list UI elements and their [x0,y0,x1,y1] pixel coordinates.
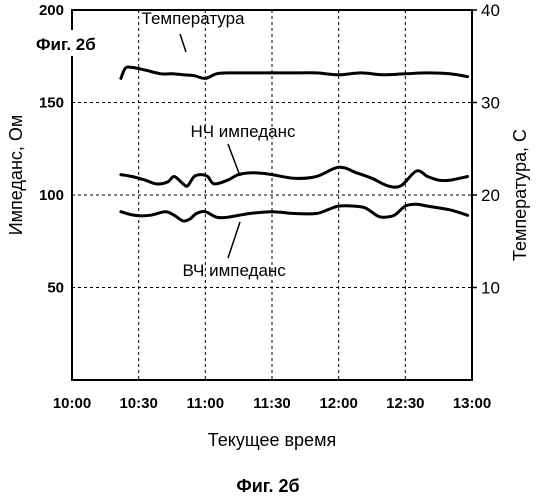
right-y-tick-label: 30 [481,94,500,113]
y-axis-label: Импеданс, Ом [6,115,26,236]
annotations: Температура НЧ импеданс ВЧ импеданс [142,9,296,280]
right-y-axis-label: Температура, С [510,129,530,261]
x-tick-label: 10:00 [53,395,91,412]
x-tick-label: 11:30 [253,395,291,412]
annotation-leader-line [228,222,240,258]
y-tick-label: 200 [39,2,64,19]
right-y-tick-label: 40 [481,1,500,20]
annotation-leader-line [228,144,240,176]
x-tick-label: 10:30 [119,395,157,412]
series-annotation: ВЧ импеданс [182,261,286,280]
right-y-axis: 10 20 30 40 [472,1,500,298]
x-tick-label: 12:00 [319,395,357,412]
series-line-hf-impedance [121,204,468,221]
series-annotation: Температура [142,9,246,28]
series-line-temperature [121,67,468,78]
x-axis: 10:00 10:30 11:00 11:30 12:00 12:30 13:00 [53,395,491,412]
series-lines [121,67,468,221]
x-axis-label: Текущее время [208,430,336,450]
panel-label: Фиг. 2б [36,35,96,54]
y-tick-label: 50 [47,280,64,297]
x-tick-label: 11:00 [187,395,225,412]
right-y-tick-label: 20 [481,186,500,205]
series-line-lf-impedance [121,167,468,187]
series-annotation: НЧ импеданс [190,122,296,141]
grid-lines [72,10,472,380]
y-tick-label: 150 [39,95,64,112]
y-tick-label: 100 [39,187,64,204]
figure-caption: Фиг. 2б [236,476,299,496]
annotation-leader-line [180,34,186,52]
x-tick-label: 12:30 [386,395,424,412]
x-tick-label: 13:00 [453,395,491,412]
right-y-tick-label: 10 [481,279,500,298]
